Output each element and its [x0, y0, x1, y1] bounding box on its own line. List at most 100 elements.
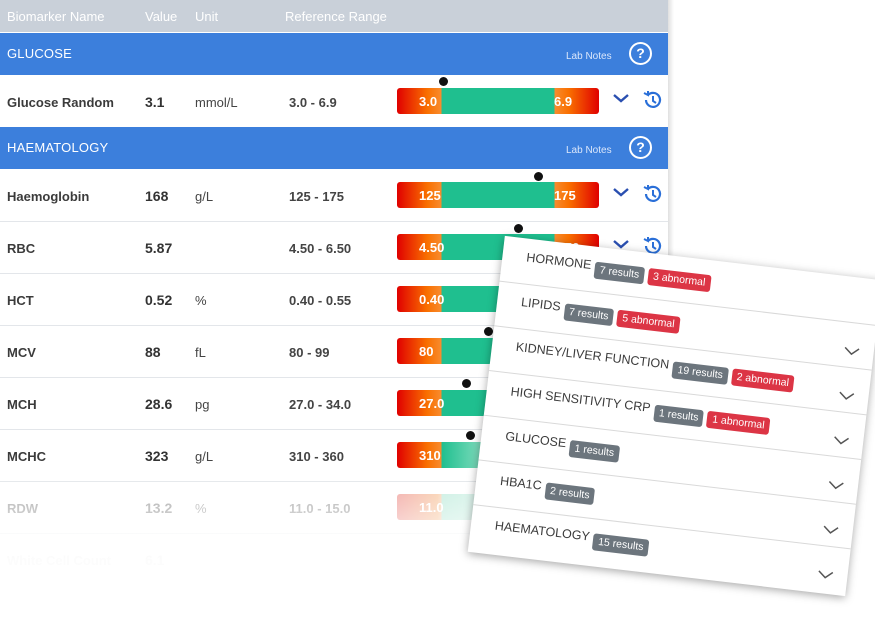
category-name: HAEMATOLOGY — [494, 518, 591, 544]
table-header: Biomarker Name Value Unit Reference Rang… — [0, 0, 668, 32]
lab-notes-link[interactable]: Lab Notes — [566, 51, 612, 62]
value-marker — [462, 379, 471, 388]
chevron-down-icon[interactable] — [838, 390, 855, 402]
reference-range: 0.40 - 0.55 — [289, 293, 352, 308]
biomarker-value: 5.87 — [145, 240, 173, 256]
range-low-label: 310 — [419, 448, 441, 463]
chevron-down-icon[interactable] — [833, 435, 850, 447]
range-low-label: 0.40 — [419, 292, 445, 307]
chevron-down-icon[interactable] — [827, 479, 844, 491]
value-marker — [484, 327, 493, 336]
table-row: Haemoglobin 168 g/L 125 - 175 125 175 — [0, 169, 668, 222]
abnormal-badge: 3 abnormal — [647, 267, 712, 293]
abnormal-badge: 5 abnormal — [616, 309, 681, 334]
results-badge: 2 results — [544, 482, 596, 506]
category-name: LIPIDS — [520, 295, 562, 314]
section-haematology: HAEMATOLOGY Lab Notes ? — [0, 127, 668, 169]
biomarker-value: 168 — [145, 188, 169, 204]
reference-range: 27.0 - 34.0 — [289, 397, 352, 412]
range-high-label: 6.9 — [554, 94, 573, 109]
value-marker — [466, 431, 475, 440]
range-bar: 125 175 — [397, 182, 599, 208]
header-reference-range: Reference Range — [285, 9, 387, 24]
category-item-kidney-liver[interactable]: KIDNEY/LIVER FUNCTION19 results 2 abnorma… — [488, 325, 872, 416]
value-marker — [514, 224, 523, 233]
biomarker-value: 13.2 — [145, 500, 173, 516]
biomarker-unit: % — [195, 293, 207, 308]
category-summary-card: HORMONE7 results 3 abnormal LIPIDS7 resul… — [467, 235, 875, 597]
chevron-down-icon[interactable] — [822, 524, 839, 536]
section-title: GLUCOSE — [7, 46, 72, 61]
range-low-label: 3.0 — [419, 94, 438, 109]
results-badge: 1 results — [568, 439, 620, 463]
history-icon[interactable] — [641, 235, 663, 257]
question-circle-icon[interactable]: ? — [629, 136, 652, 159]
chevron-down-icon[interactable] — [612, 92, 630, 104]
reference-range: 80 - 99 — [289, 345, 330, 360]
results-badge: 19 results — [671, 361, 729, 385]
value-marker — [534, 172, 543, 181]
category-item-haematology[interactable]: HAEMATOLOGY15 results — [468, 504, 851, 593]
lab-notes-link[interactable]: Lab Notes — [566, 145, 612, 156]
biomarker-unit: mmol/L — [195, 95, 238, 110]
category-name: HIGH SENSITIVITY CRP — [509, 384, 652, 415]
category-item-hba1c[interactable]: HBA1C2 results — [473, 459, 857, 550]
chevron-down-icon[interactable] — [612, 238, 630, 250]
table-edge-shadow — [668, 0, 674, 300]
biomarker-value: 88 — [145, 344, 161, 360]
history-icon[interactable] — [641, 183, 663, 205]
biomarker-name: MCHC — [7, 449, 46, 464]
results-badge: 15 results — [592, 533, 650, 557]
reference-range: 11.0 - 15.0 — [289, 501, 351, 516]
biomarker-value: 6.1 — [145, 552, 165, 568]
chevron-down-icon[interactable] — [817, 569, 834, 581]
biomarker-value: 323 — [145, 448, 169, 464]
biomarker-name: White Cell Count — [7, 553, 111, 568]
biomarker-unit: g/L — [195, 449, 214, 464]
history-icon[interactable] — [641, 89, 663, 111]
question-circle-icon[interactable]: ? — [629, 42, 652, 65]
biomarker-name: MCH — [7, 397, 37, 412]
category-item-crp[interactable]: HIGH SENSITIVITY CRP1 results 1 abnormal — [483, 369, 867, 461]
category-item-glucose[interactable]: GLUCOSE1 results — [478, 414, 862, 505]
biomarker-name: Haemoglobin — [7, 189, 90, 204]
biomarker-name: RDW — [7, 501, 39, 516]
biomarker-unit: pg — [195, 397, 210, 412]
range-low-label: 80 — [419, 344, 434, 359]
results-badge: 7 results — [563, 303, 615, 327]
range-low-label: 27.0 — [419, 396, 445, 411]
biomarker-name: HCT — [7, 293, 34, 308]
range-low-label: 4.50 — [419, 240, 445, 255]
table-row: Glucose Random 3.1 mmol/L 3.0 - 6.9 3.0 … — [0, 75, 668, 128]
biomarker-value: 28.6 — [145, 396, 173, 412]
biomarker-unit: % — [195, 501, 207, 516]
abnormal-badge: 2 abnormal — [730, 368, 795, 393]
reference-range: 310 - 360 — [289, 449, 344, 464]
range-low-label: 125 — [419, 188, 441, 203]
abnormal-badge: 1 abnormal — [706, 410, 771, 436]
biomarker-unit: g/L — [195, 189, 214, 204]
category-name: HBA1C — [499, 473, 543, 493]
biomarker-value: 3.1 — [145, 94, 165, 110]
biomarker-name: MCV — [7, 345, 36, 360]
chevron-down-icon[interactable] — [612, 186, 630, 198]
range-bar: 3.0 6.9 — [397, 88, 599, 114]
category-name: KIDNEY/LIVER FUNCTION — [515, 339, 670, 372]
reference-range: 4.50 - 6.50 — [289, 241, 352, 256]
chevron-down-icon[interactable] — [843, 345, 860, 357]
reference-range: 125 - 175 — [289, 189, 344, 204]
category-name: GLUCOSE — [504, 429, 568, 451]
results-badge: 1 results — [652, 404, 705, 428]
header-biomarker-name: Biomarker Name — [7, 9, 105, 24]
reference-range: 3.0 - 6.9 — [289, 95, 337, 110]
results-badge: 7 results — [593, 261, 646, 285]
biomarker-name: Glucose Random — [7, 95, 114, 110]
header-unit: Unit — [195, 9, 219, 24]
value-marker — [439, 77, 448, 86]
biomarker-value: 0.52 — [145, 292, 173, 308]
range-low-label: 11.0 — [419, 500, 444, 515]
header-value: Value — [145, 9, 178, 24]
range-high-label: 175 — [554, 188, 576, 203]
category-item-lipids[interactable]: LIPIDS7 results 5 abnormal — [494, 280, 875, 371]
category-name: HORMONE — [525, 250, 593, 272]
